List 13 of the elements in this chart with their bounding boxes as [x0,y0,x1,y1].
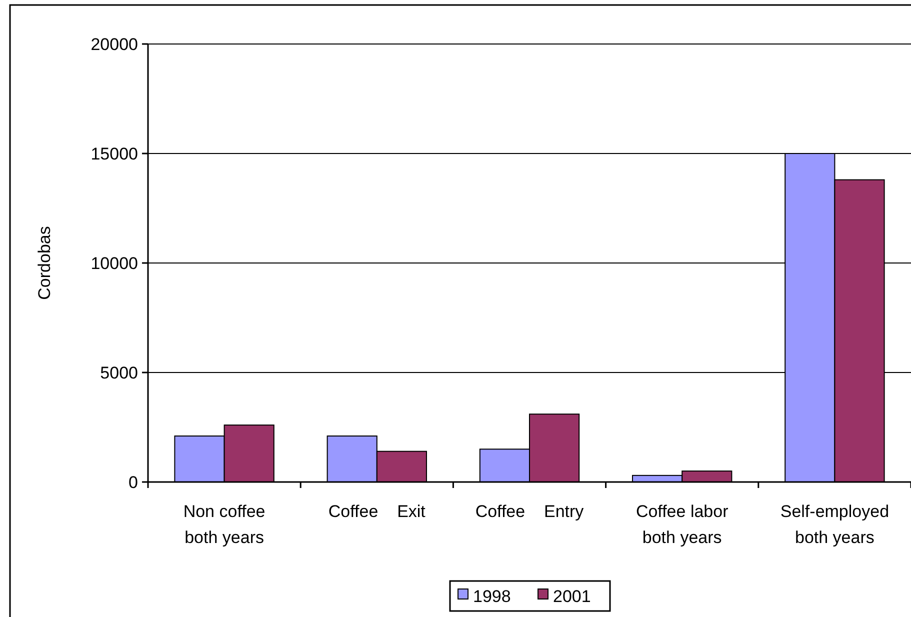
x-tick-label: Coffee Exit [328,502,426,521]
x-tick-label: Self-employed both years [780,502,890,547]
legend-label: 1998 [473,586,511,606]
y-axis-title: Cordobas [35,226,54,300]
x-tick-label: Non coffee both years [183,502,266,547]
legend-label: 2001 [553,586,591,606]
x-tick-label: Coffee Entry [475,502,584,521]
y-tick-label: 10000 [90,254,138,273]
x-tick-label: Coffee labor both years [636,502,729,547]
y-tick-label: 0 [128,472,138,492]
y-tick-label: 20000 [90,34,138,54]
y-tick-label: 5000 [100,363,138,382]
y-tick-label: 15000 [90,144,138,164]
